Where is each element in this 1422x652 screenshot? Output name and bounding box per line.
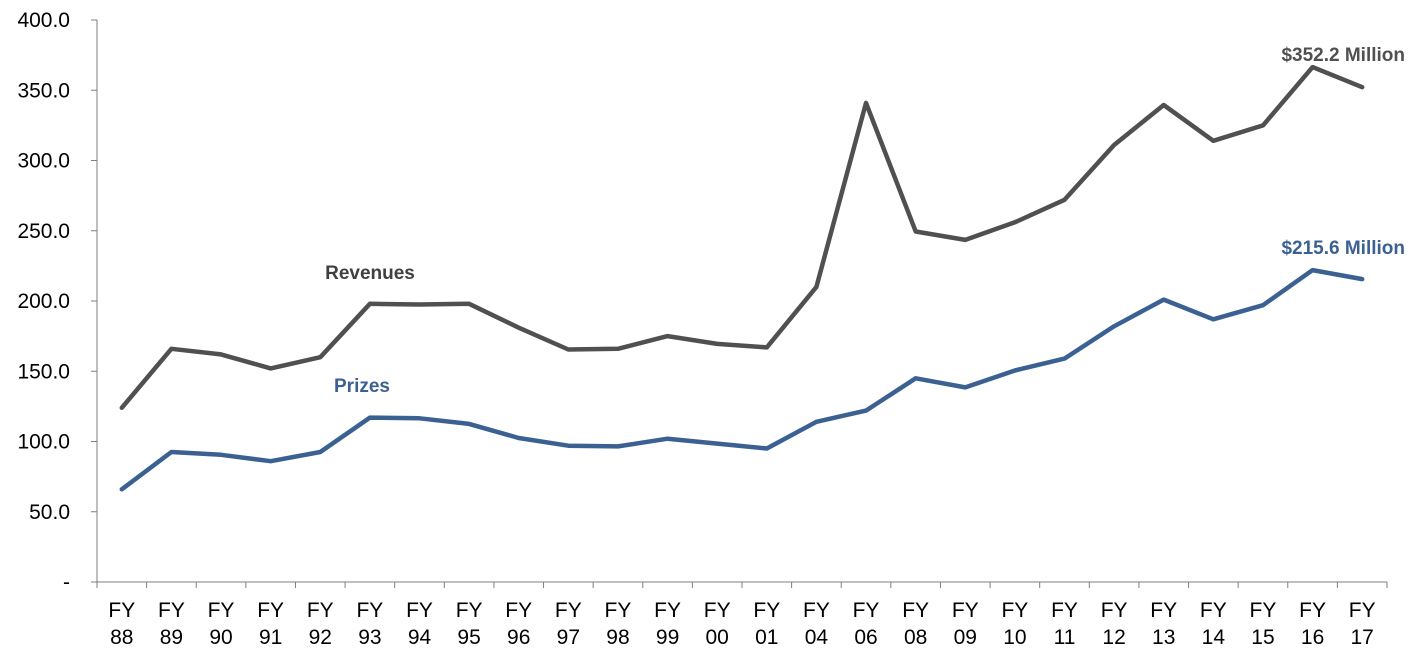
x-tick-label-line1: FY [1051,599,1078,622]
x-tick-label-line1: FY [803,599,830,622]
x-tick-label-line2: 13 [1152,626,1175,649]
x-tick-label-line1: FY [257,599,284,622]
x-tick-label-line2: 08 [904,626,927,649]
y-tick-label: 350.0 [17,79,70,102]
x-tick-label-line2: 14 [1202,626,1226,649]
x-tick-label-line2: 88 [110,626,133,649]
x-tick-label-line1: FY [654,599,681,622]
x-tick-label-line1: FY [456,599,483,622]
x-tick-label-line2: 04 [805,626,829,649]
x-tick-label-line1: FY [1001,599,1028,622]
x-tick-label-line2: 95 [457,626,480,649]
x-tick-label-line2: 11 [1054,626,1076,649]
x-tick-label-line1: FY [1150,599,1177,622]
y-tick-label: 250.0 [17,220,70,243]
y-tick-label: 100.0 [17,431,70,454]
x-tick-label-line2: 89 [160,626,183,649]
annotations: $352.2 Million $215.6 Million Revenues Priz… [325,45,1405,397]
x-tick-label-line1: FY [555,599,582,622]
x-tick-label-line1: FY [1299,599,1326,622]
series-line-revenues [119,64,1365,411]
series-line-prizes [119,267,1365,492]
x-axis-ticks: FY 88 FY 89 FY 90 FY 91 FY 92 FY 93 FY 94 FY 95 FY 96 FY 97… [96,582,1388,649]
series-lines [119,64,1365,492]
x-tick-label-line1: FY [1349,599,1376,622]
x-tick-label-line2: 01 [755,626,778,649]
x-tick-label-line1: FY [208,599,235,622]
x-tick-label-line1: FY [158,599,185,622]
x-tick-label-line2: 17 [1351,626,1374,649]
x-tick-label-line1: FY [753,599,780,622]
x-tick-label-line1: FY [307,599,334,622]
x-tick-label-line1: FY [952,599,979,622]
y-tick-label: - [63,571,70,594]
x-tick-label-line1: FY [1101,599,1128,622]
x-tick-label-line1: FY [902,599,929,622]
y-tick-label: 150.0 [17,360,70,383]
y-tick-label: 300.0 [17,150,70,173]
x-tick-label-line2: 15 [1251,626,1274,649]
x-tick-label-line1: FY [406,599,433,622]
x-tick-label-line2: 09 [954,626,977,649]
x-tick-label-line2: 00 [706,626,729,649]
x-tick-label-line1: FY [505,599,532,622]
annotation-revenues: Revenues [325,263,415,284]
annotation-revenues: $352.2 Million [1281,45,1405,66]
x-tick-label-line2: 96 [507,626,530,649]
x-tick-label-line2: 97 [557,626,580,649]
x-tick-label-line1: FY [108,599,135,622]
y-tick-label: 200.0 [17,290,70,313]
y-tick-label: 50.0 [29,501,70,524]
x-tick-label-line2: 94 [408,626,432,649]
annotation-prizes: $215.6 Million [1281,238,1405,259]
x-tick-label-line2: 91 [259,626,282,649]
x-tick-label-line1: FY [605,599,632,622]
annotation-prizes: Prizes [334,376,390,397]
x-tick-label-line2: 10 [1003,626,1026,649]
x-tick-label-line2: 92 [309,626,332,649]
x-tick-label-line1: FY [1250,599,1277,622]
x-tick-label-line2: 12 [1102,626,1125,649]
x-tick-label-line1: FY [1200,599,1227,622]
x-tick-label-line2: 93 [358,626,381,649]
axes [96,20,1387,583]
x-tick-label-line1: FY [704,599,731,622]
x-tick-label-line2: 16 [1301,626,1324,649]
x-tick-label-line1: FY [356,599,383,622]
y-axis-ticks: - 50.0 100.0 150.0 200.0 250.0 300.0 350.0 400.0 [17,9,97,594]
x-tick-label-line2: 90 [209,626,232,649]
x-tick-label-line2: 98 [606,626,629,649]
x-tick-label-line2: 06 [854,626,877,649]
x-tick-label-line2: 99 [656,626,679,649]
y-tick-label: 400.0 [17,9,70,32]
x-tick-label-line1: FY [853,599,880,622]
